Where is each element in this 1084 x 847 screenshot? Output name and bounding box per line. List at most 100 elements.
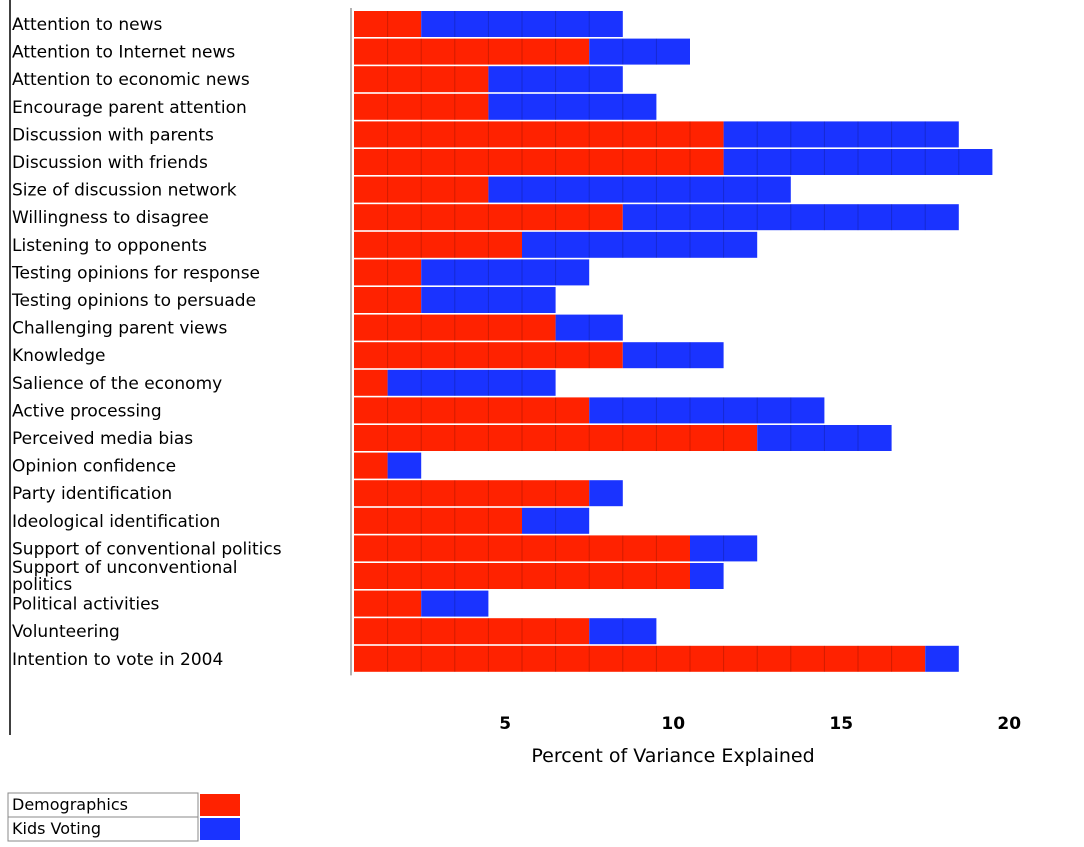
bar-segment [622, 342, 724, 369]
bar-demographics [354, 66, 489, 93]
bar-kids-voting [421, 11, 623, 37]
bar-segment [354, 204, 623, 231]
bar-demographics [354, 38, 590, 65]
bar-segment [354, 11, 422, 37]
bar-demographics [354, 618, 590, 645]
bar-kids-voting [690, 535, 758, 562]
bar-segment [488, 93, 657, 120]
legend-swatch [200, 818, 240, 840]
x-tick-label: 10 [661, 714, 685, 734]
bar-segment [354, 507, 522, 534]
bar-segment [354, 66, 489, 93]
bar-segment [354, 535, 690, 562]
bar-demographics [354, 397, 590, 424]
category-label: Party identification [12, 484, 172, 504]
bar-segment [421, 590, 489, 617]
bar-demographics [354, 176, 489, 203]
bar-kids-voting [622, 342, 724, 369]
bar-segment [354, 149, 724, 175]
category-label: Volunteering [12, 622, 120, 642]
bar-demographics [354, 480, 590, 507]
legend: Demographics Kids Voting [7, 792, 240, 842]
bar-segment [589, 480, 623, 507]
category-label: Attention to news [12, 15, 162, 35]
legend-label: Kids Voting [12, 819, 101, 838]
bar-demographics [354, 259, 422, 286]
bar-segment [387, 369, 556, 396]
category-label: Attention to Internet news [12, 43, 235, 63]
bar-demographics [354, 121, 724, 148]
category-label: Challenging parent views [12, 319, 227, 339]
category-label: Perceived media bias [12, 429, 193, 449]
bar-segment [354, 314, 556, 341]
category-label: Testing opinions to persuade [11, 291, 256, 311]
bar-segment [354, 259, 422, 286]
bar-segment [757, 425, 892, 451]
category-label: Political activities [12, 595, 160, 615]
category-label: Knowledge [12, 346, 105, 366]
bar-segment [421, 11, 623, 37]
bar-kids-voting [488, 176, 791, 203]
axes: 5 10 15 20 [9, 0, 1021, 735]
bar-kids-voting [589, 38, 690, 65]
bar-segment [354, 287, 422, 313]
bar-segment [354, 563, 690, 589]
category-label: Testing opinions for response [11, 263, 260, 283]
bars-layer [354, 11, 993, 672]
bar-segment [589, 618, 657, 645]
bar-segment [354, 645, 926, 672]
bar-kids-voting [690, 563, 724, 589]
bar-segment [589, 397, 825, 424]
category-labels: Attention to news Attention to Internet n… [11, 15, 282, 670]
bar-segment [421, 259, 590, 286]
bar-kids-voting [522, 507, 590, 534]
bar-demographics [354, 149, 724, 175]
bar-kids-voting [421, 590, 489, 617]
bar-segment [387, 452, 422, 479]
bar-demographics [354, 204, 623, 231]
category-label: Listening to opponents [12, 236, 207, 256]
bar-kids-voting [522, 231, 758, 258]
bar-demographics [354, 507, 522, 534]
bar-demographics [354, 425, 758, 451]
bar-demographics [354, 452, 388, 479]
bar-kids-voting [488, 66, 623, 93]
bar-segment [925, 645, 959, 672]
bar-kids-voting [622, 204, 959, 231]
legend-item: Kids Voting [7, 816, 240, 842]
category-label: Active processing [12, 401, 162, 421]
bar-segment [354, 342, 623, 369]
bar-demographics [354, 93, 489, 120]
category-label: Salience of the economy [12, 374, 222, 394]
bar-segment [354, 231, 522, 258]
bar-demographics [354, 535, 690, 562]
bar-demographics [354, 231, 522, 258]
legend-label: Demographics [12, 795, 128, 814]
bar-demographics [354, 287, 422, 313]
bar-kids-voting [925, 645, 959, 672]
bar-segment [354, 93, 489, 120]
legend-label-box [7, 816, 199, 842]
bar-kids-voting [723, 121, 959, 148]
legend-item: Demographics [7, 792, 240, 818]
legend-label-box [7, 792, 199, 818]
bar-demographics [354, 590, 422, 617]
category-label: Opinion confidence [12, 457, 176, 477]
bar-segment [354, 397, 590, 424]
category-label: Discussion with friends [12, 153, 208, 173]
bar-segment [488, 176, 791, 203]
bar-segment [622, 204, 959, 231]
bar-kids-voting [757, 425, 892, 451]
bar-segment [354, 38, 590, 65]
bar-segment [354, 480, 590, 507]
bar-kids-voting [589, 480, 623, 507]
bar-segment [354, 121, 724, 148]
x-tick-label: 5 [499, 714, 511, 734]
bar-demographics [354, 314, 556, 341]
bar-segment [555, 314, 623, 341]
category-label: Willingness to disagree [12, 208, 209, 228]
x-tick-label: 20 [997, 714, 1021, 734]
bar-kids-voting [387, 369, 556, 396]
x-axis-title: Percent of Variance Explained [531, 745, 814, 767]
